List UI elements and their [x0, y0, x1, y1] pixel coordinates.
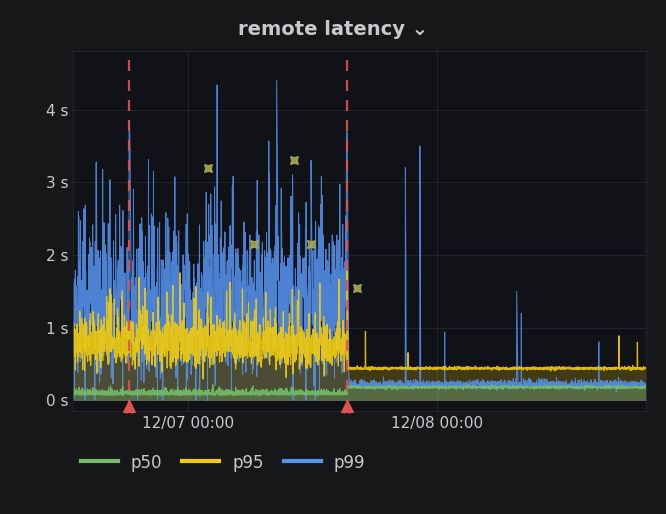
Text: remote latency ⌄: remote latency ⌄: [238, 20, 428, 39]
Point: [248, 240, 259, 248]
Legend: p50, p95, p99: p50, p95, p99: [76, 449, 370, 476]
Point: [352, 284, 362, 292]
Point: [202, 163, 213, 172]
Point: [288, 156, 299, 164]
Point: [342, 402, 352, 410]
Point: [306, 240, 316, 248]
Point: [124, 402, 135, 410]
